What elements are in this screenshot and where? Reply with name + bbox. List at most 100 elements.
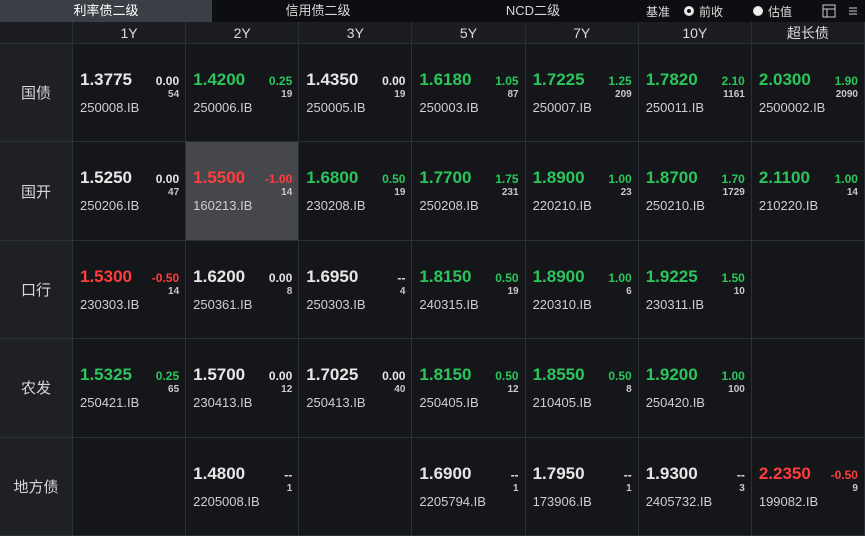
price: 1.6950 [306,266,359,286]
price: 1.8700 [645,168,698,188]
price: 1.8150 [419,266,472,286]
column-header: 超长债 [751,22,865,44]
change: -- [397,270,406,285]
quote-cell[interactable]: 1.9225 1.50 10 230311.IB [638,240,752,340]
quote-cell[interactable]: 1.6800 0.50 19 230208.IB [299,142,413,241]
quote-cell[interactable]: 1.9300 -- 3 2405732.IB [638,437,752,536]
quote-cell[interactable]: 1.5250 0.00 47 250206.IB [73,142,187,241]
quote-cell[interactable]: 1.4800 -- 1 2205008.IB [186,437,300,536]
bond-code: 160213.IB [193,198,253,214]
column-header: 2Y [186,22,300,44]
price: 1.5250 [80,168,132,188]
count: 19 [394,187,406,199]
quote-cell[interactable]: 1.6900 -- 1 2205794.IB [412,437,526,536]
quote-cell[interactable]: 1.8150 0.50 12 250405.IB [412,339,526,438]
change: 0.00 [268,369,293,384]
quote-cell[interactable]: 1.6180 1.05 87 250003.IB [412,44,526,143]
quote-cell[interactable]: 1.7950 -- 1 173906.IB [525,437,639,536]
bond-code: 250210.IB [645,198,705,214]
change: 0.50 [495,270,519,285]
quote-cell[interactable]: 1.8150 0.50 19 240315.IB [412,240,526,340]
count: 8 [286,285,293,297]
row-label: 国开 [0,142,73,241]
quote-cell[interactable]: 2.1100 1.00 14 210220.IB [751,142,865,241]
radio-label[interactable]: 估值 [768,5,793,19]
bond-code: 250006.IB [193,100,253,115]
change: -0.50 [830,467,858,482]
radio[interactable] [684,6,694,16]
quote-cell [751,240,865,340]
change: 1.05 [495,74,519,88]
quote-cell[interactable]: 1.5500 -1.00 14 160213.IB [186,142,300,241]
quote-cell[interactable]: 1.6950 -- 4 250303.IB [299,240,413,340]
change: -0.50 [151,270,180,285]
count: 10 [733,285,745,297]
price: 1.8150 [419,365,472,385]
tab[interactable]: 信用债二级 [285,3,351,18]
count: 23 [620,187,632,199]
change: 0.25 [268,74,293,88]
price: 1.7225 [532,70,585,89]
row-label: 地方债 [0,437,73,536]
radio[interactable] [753,6,763,16]
quote-cell[interactable]: 1.9200 1.00 100 250420.IB [638,339,752,438]
quote-cell[interactable]: 1.7700 1.75 231 250208.IB [412,142,526,241]
quote-cell[interactable]: 1.7025 0.00 40 250413.IB [299,339,413,438]
quote-cell[interactable]: 1.5700 0.00 12 230413.IB [186,339,300,438]
count: 19 [394,89,406,100]
count: 14 [281,187,293,199]
bond-code: 230413.IB [193,395,253,411]
change: 1.00 [608,270,632,285]
quote-cell [751,339,865,438]
quote-cell[interactable]: 1.8550 0.50 8 210405.IB [525,339,639,438]
quote-cell[interactable]: 1.6200 0.00 8 250361.IB [186,240,300,340]
quote-cell[interactable]: 1.7225 1.25 209 250007.IB [525,44,639,143]
price: 2.2350 [758,463,811,483]
count: 6 [626,285,632,297]
quote-cell[interactable]: 1.3775 0.00 54 250008.IB [73,44,187,143]
row-label: 农发 [0,339,73,438]
bond-code: 230311.IB [645,296,705,312]
quote-cell[interactable]: 2.0300 1.90 2090 2500002.IB [751,44,865,143]
tab[interactable]: 利率债二级 [0,0,212,22]
bond-code: 2405732.IB [645,493,713,509]
quote-cell[interactable]: 1.4350 0.00 19 250005.IB [299,44,413,143]
radio-label[interactable]: 前收 [699,5,724,19]
bond-code: 250007.IB [532,100,592,115]
quote-cell[interactable]: 1.5300 -0.50 14 230303.IB [73,240,187,340]
change: 0.00 [382,74,406,88]
change: -- [623,467,632,482]
count: 231 [501,187,519,199]
bond-code: 230208.IB [306,198,366,214]
menu-icon[interactable] [846,4,860,18]
price: 2.0300 [758,70,811,89]
quote-cell[interactable]: 1.8900 1.00 6 220310.IB [525,240,639,340]
quote-cell[interactable]: 1.5325 0.25 65 250421.IB [73,339,187,438]
count: 1 [286,482,293,494]
price: 1.5500 [193,168,246,188]
bond-code: 2205008.IB [193,493,260,509]
change: 0.50 [608,369,632,384]
quote-cell[interactable]: 1.8900 1.00 23 220210.IB [525,142,639,241]
quote-cell[interactable]: 1.7820 2.10 1161 250011.IB [638,44,752,143]
price: 1.5325 [80,365,132,385]
tab-bar [0,0,865,22]
column-header: 3Y [299,22,413,44]
bond-code: 250008.IB [80,100,140,115]
price: 1.3775 [80,70,132,89]
count: 2090 [835,89,858,100]
layout-icon[interactable] [822,4,836,18]
bond-code: 250413.IB [306,395,366,411]
quote-cell [299,437,413,536]
quote-cell[interactable]: 1.8700 1.70 1729 250210.IB [638,142,752,241]
count: 19 [281,89,293,100]
bond-code: 230303.IB [80,296,140,312]
change: 1.00 [721,369,745,384]
price: 1.4200 [193,70,246,89]
change: 1.90 [834,74,858,88]
quote-cell[interactable]: 2.2350 -0.50 9 199082.IB [751,437,865,536]
price: 1.6800 [306,168,359,188]
quote-cell[interactable]: 1.4200 0.25 19 250006.IB [186,44,300,143]
change: -- [736,467,745,482]
tab[interactable]: NCD二级 [505,3,561,18]
